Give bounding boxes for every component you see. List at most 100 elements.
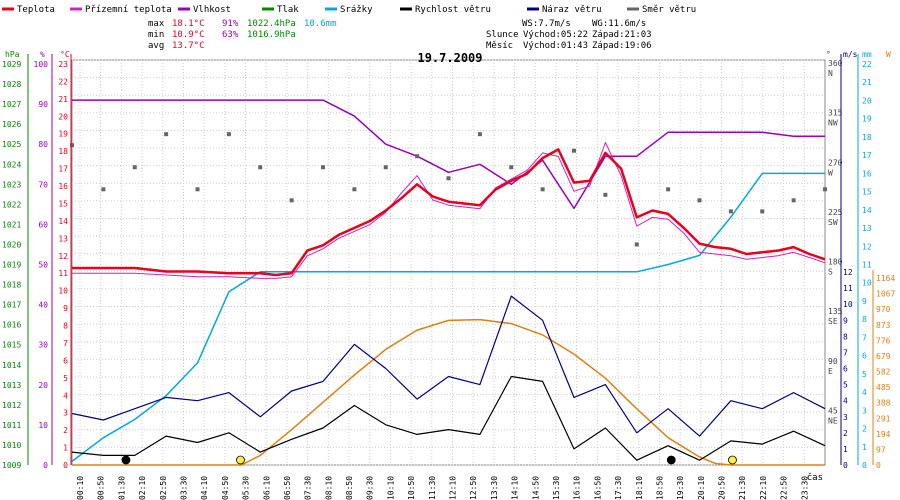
solar-axis-tick: 1164 [876,274,895,283]
solar-axis-tick: 582 [876,368,891,377]
temperature-axis-tick: 9 [63,304,68,313]
wind-direction-point [572,148,576,153]
wind-direction-point [823,187,827,192]
series-n-raz-v-tru [71,295,826,437]
stats-min-press: 1016.9hPa [247,30,296,40]
x-tick-label: 06:10 [262,476,271,500]
plot-frame [71,59,826,466]
wind-gust-max: WG:11.6m/s [592,19,646,29]
temperature-axis-tick: 23 [58,60,68,69]
series-layer [70,99,827,466]
temperature-unit: °C [60,50,70,59]
pressure-axis-tick: 1021 [2,220,21,229]
wind-direction-point [603,192,608,197]
legend-label: Směr větru [642,5,696,15]
wind-direction-point [509,165,514,170]
x-tick-label: 15:30 [552,476,561,500]
temperature-axis-tick: 13 [58,234,68,243]
sunset-marker [728,455,737,465]
pressure-axis-tick: 1016 [2,321,21,330]
moonset-marker [666,455,676,465]
humidity-axis-tick: 70 [38,180,48,189]
legend-bg [0,0,900,18]
series-rychlost-v-tru [71,375,826,461]
stats-avg-temp: 13.7°C [172,41,205,51]
wind-direction-point [666,187,671,192]
rain-axis-tick: 10 [862,279,872,288]
x-tick-label: 04:50 [221,476,230,500]
rain-axis-tick: 4 [862,388,867,397]
x-tick-label: 05:30 [242,476,251,500]
temperature-axis-tick: 20 [58,112,68,121]
wind-axis-tick: 7 [843,348,848,357]
series-p-zemn-teplota [72,142,826,279]
wind-direction-point [477,132,482,137]
temperature-axis-tick: 1 [63,444,68,453]
direction-tick: 315 [828,109,843,118]
rain-axis-tick: 9 [862,297,867,306]
rain-axis-tick: 16 [862,169,872,178]
humidity-axis-tick: 80 [38,140,48,149]
pressure-axis-tick: 1013 [2,381,21,390]
solar-axis-tick: 1067 [876,290,895,299]
stats-min-temp: 10.9°C [172,30,205,40]
pressure-axis-tick: 1009 [2,461,21,470]
moon-set: Západ:19:06 [592,41,652,51]
x-tick-label: 21:30 [738,476,747,500]
wind-direction-point [415,154,420,159]
wind-axis-tick: 2 [843,429,848,438]
temperature-axis-tick: 10 [58,287,68,296]
temperature-axis-tick: 17 [58,165,68,174]
legend-label: Rychlost větru [415,5,491,15]
sun-set: Západ:21:03 [592,30,652,40]
humidity-axis-tick: 10 [38,421,48,430]
wind-unit: m/s [843,50,858,59]
wind-direction-point [352,187,357,192]
x-tick-label: 20:50 [718,476,727,500]
x-tick-label: 00:10 [76,476,85,500]
x-tick-label: 20:10 [697,476,706,500]
wind-direction-point [540,187,545,192]
wind-axis-tick: 11 [843,284,853,293]
series-sr-ky [71,172,825,462]
pressure-axis-tick: 1020 [2,240,21,249]
wind-direction-point [226,132,231,137]
x-tick-label: 02:50 [159,476,168,500]
series-teplota [72,148,826,277]
rain-axis-tick: 5 [862,370,867,379]
x-tick-label: 12:10 [449,476,458,500]
solar-axis-tick: 97 [876,445,886,454]
wind-axis-tick: 10 [843,300,853,309]
pressure-axis-tick: 1017 [2,301,21,310]
wind-axis-tick: 1 [843,445,848,454]
temperature-axis-tick: 15 [58,199,68,208]
rain-axis-tick: 14 [862,206,872,215]
x-tick-label: 22:10 [759,476,768,500]
direction-tick-label: N [828,69,833,78]
wind-axis-tick: 5 [843,381,848,390]
temperature-axis-tick: 5 [63,374,68,383]
x-tick-label: 10:10 [386,476,395,500]
humidity-axis-tick: 50 [38,261,48,270]
temperature-axis-tick: 18 [58,147,68,156]
wind-direction-point [258,165,263,170]
humidity-axis-tick: 100 [34,60,49,69]
temperature-axis-tick: 7 [63,339,68,348]
direction-tick: 45 [828,406,838,415]
pressure-axis-tick: 1014 [2,361,21,370]
wind-direction-point [132,165,137,170]
chart-date-title: 19.7.2009 [417,51,482,65]
wind-axis-tick: 12 [843,268,853,277]
rain-axis-tick: 0 [862,461,867,470]
humidity-axis-tick: 0 [43,461,48,470]
pressure-axis-tick: 1011 [2,421,21,430]
wind-direction-point [697,198,702,203]
wind-speed-max: WS:7.7m/s [522,19,571,29]
rain-axis-tick: 13 [862,224,872,233]
x-tick-label: 22:50 [780,476,789,500]
temperature-axis-tick: 4 [63,391,68,400]
rain-axis-tick: 11 [862,261,872,270]
legend-label: Tlak [277,5,299,15]
rain-axis-tick: 2 [862,425,867,434]
